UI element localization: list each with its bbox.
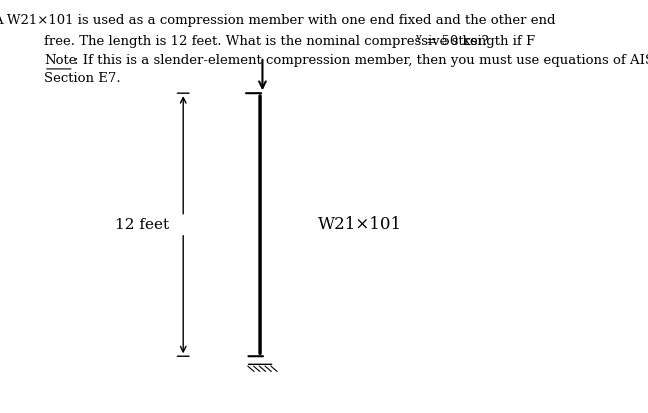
Text: free. The length is 12 feet. What is the nominal compressive strength if F: free. The length is 12 feet. What is the… — [44, 35, 535, 47]
Text: Section E7.: Section E7. — [44, 72, 121, 85]
Text: y: y — [415, 33, 421, 42]
Text: 12 feet: 12 feet — [115, 218, 168, 232]
Text: = 50 ksi?: = 50 ksi? — [422, 35, 489, 47]
Text: A W21×101 is used as a compression member with one end fixed and the other end: A W21×101 is used as a compression membe… — [0, 14, 556, 27]
Text: Note: Note — [44, 54, 76, 66]
Text: W21×101: W21×101 — [318, 216, 402, 233]
Text: : If this is a slender-element compression member, then you must use equations o: : If this is a slender-element compressi… — [74, 54, 648, 66]
